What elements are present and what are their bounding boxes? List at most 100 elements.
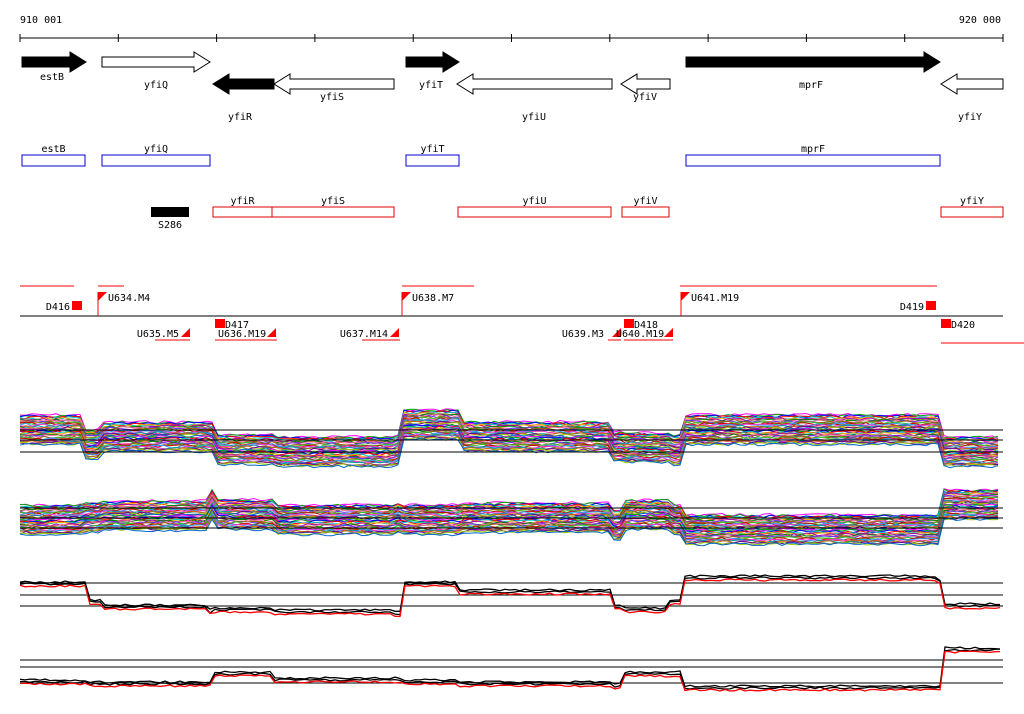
expression-profile-line [19, 418, 999, 450]
expression-profile-line [19, 432, 999, 464]
expression-track-1 [19, 408, 1003, 469]
plus-strand-box-track: estB yfiQ yfiT mprF [21, 144, 941, 167]
mean-expression-line [20, 650, 1001, 692]
minus-box-label-yfiR: yfiR [230, 196, 255, 207]
gene-arrow-estB[interactable] [21, 51, 87, 73]
segment-label-upper: U634.M4 [108, 293, 150, 304]
mean-expression-track-1 [19, 574, 1003, 618]
mean-expression-line [19, 648, 1000, 690]
ruler-end-label: 920 000 [959, 15, 1001, 26]
segment-marker[interactable] [926, 301, 936, 310]
segment-label-lower: U637.M14 [340, 329, 388, 340]
minus-box-yfiY[interactable] [940, 206, 1004, 218]
segment-label-lower: U636.M19 [218, 329, 266, 340]
expression-profile-line [19, 505, 999, 536]
minus-box-label-yfiU: yfiU [522, 196, 546, 207]
mean-expression-line [19, 576, 1001, 616]
segment-label-upper: D416 [46, 302, 70, 313]
gene-label-yfiQ: yfiQ [144, 80, 168, 91]
expression-profile-line [19, 437, 999, 469]
expression-profile-line [19, 517, 999, 547]
segment-marker[interactable] [98, 292, 107, 301]
plus-box-label-mprF: mprF [801, 144, 825, 155]
ruler-start-label: 910 001 [20, 15, 62, 26]
minus-box-yfiS[interactable] [271, 206, 395, 218]
segment-label-lower: D418 [634, 320, 658, 331]
mean-expression-line [19, 646, 1001, 688]
feature-block[interactable] [151, 207, 189, 217]
minus-box-yfiU[interactable] [457, 206, 612, 218]
gene-arrow-yfiV[interactable] [620, 73, 671, 95]
gene-label-estB: estB [40, 72, 64, 83]
segment-label-upper: D419 [900, 302, 924, 313]
segment-label-lower: U635.M5 [137, 329, 179, 340]
gene-arrow-yfiQ[interactable] [101, 51, 211, 73]
gene-arrow-yfiU[interactable] [456, 73, 613, 95]
segment-label-lower: D420 [951, 320, 975, 331]
segment-marker[interactable] [181, 328, 190, 337]
expression-profile-line [19, 509, 999, 539]
expression-profile-line [19, 431, 999, 463]
segment-marker[interactable] [390, 328, 399, 337]
segment-marker[interactable] [664, 328, 673, 337]
expression-profile-line [19, 436, 999, 468]
gene-arrow-yfiR[interactable] [212, 73, 275, 95]
mean-expression-track-2 [19, 646, 1003, 692]
gene-label-mprF: mprF [799, 80, 823, 91]
expression-profile-line [19, 408, 999, 439]
expression-profile-line [19, 421, 999, 453]
segment-marker[interactable] [941, 319, 951, 328]
plus-box-label-yfiQ: yfiQ [144, 144, 168, 155]
gene-arrow-yfiS[interactable] [273, 73, 395, 95]
segment-marker[interactable] [402, 292, 411, 301]
minus-box-label-yfiV: yfiV [633, 196, 657, 207]
segment-label-lower: U639.M3 [562, 329, 604, 340]
expression-profile-line [19, 414, 998, 446]
expression-profile-line [19, 497, 999, 527]
gene-label-yfiS: yfiS [320, 92, 344, 103]
segment-track: D416 U634.M4 U638.M7 U641.M19 D419 U635.M5 D41… [20, 285, 1024, 344]
expression-profile-line [19, 423, 999, 455]
gene-label-yfiR: yfiR [228, 112, 253, 123]
feature-label: S286 [158, 220, 182, 231]
gene-arrow-yfiT[interactable] [405, 51, 460, 73]
expression-profile-line [19, 412, 999, 444]
expression-profile-line [19, 498, 999, 528]
plus-box-yfiT[interactable] [405, 154, 460, 167]
gene-label-yfiU: yfiU [522, 112, 546, 123]
minus-box-label-yfiY: yfiY [960, 196, 984, 207]
gene-label-yfiT: yfiT [419, 80, 443, 91]
plus-box-yfiQ[interactable] [101, 154, 211, 167]
segment-marker[interactable] [612, 328, 621, 337]
expression-profile-line [19, 493, 999, 523]
segment-marker[interactable] [624, 319, 634, 328]
plus-box-label-yfiT: yfiT [420, 144, 444, 155]
plus-box-mprF[interactable] [685, 154, 941, 167]
minus-box-label-yfiS: yfiS [321, 196, 345, 207]
segment-marker[interactable] [681, 292, 690, 301]
mean-expression-line [19, 578, 1001, 618]
feature-track: S286 [151, 207, 189, 231]
minus-strand-box-track: yfiR yfiS yfiU yfiV yfiY [212, 196, 1004, 218]
mean-expression-line [19, 574, 1000, 612]
segment-label-lower: U640.M19 [616, 329, 664, 340]
coordinate-ruler: 910 001 920 000 [19, 15, 1004, 42]
segment-label-upper: U641.M19 [691, 293, 739, 304]
expression-track-2 [19, 488, 1003, 547]
segment-marker[interactable] [72, 301, 82, 310]
gene-arrow-track: estB yfiQ yfiR yfiS yfiT yfiU yfiV mprF yfiY [21, 51, 1004, 123]
minus-box-yfiV[interactable] [621, 206, 670, 218]
gene-arrow-yfiY[interactable] [940, 73, 1004, 95]
expression-profile-line [19, 430, 999, 461]
plus-box-estB[interactable] [21, 154, 86, 167]
plus-box-label-estB: estB [41, 144, 65, 155]
segment-marker[interactable] [215, 319, 225, 328]
ruler-ticks [19, 34, 1004, 42]
segment-label-lower: D417 [225, 320, 249, 331]
gene-label-yfiY: yfiY [958, 112, 982, 123]
minus-box-yfiR[interactable] [212, 206, 273, 218]
expression-profile-line [19, 500, 999, 530]
gene-arrow-mprF[interactable] [685, 51, 941, 73]
segment-marker[interactable] [267, 328, 276, 337]
